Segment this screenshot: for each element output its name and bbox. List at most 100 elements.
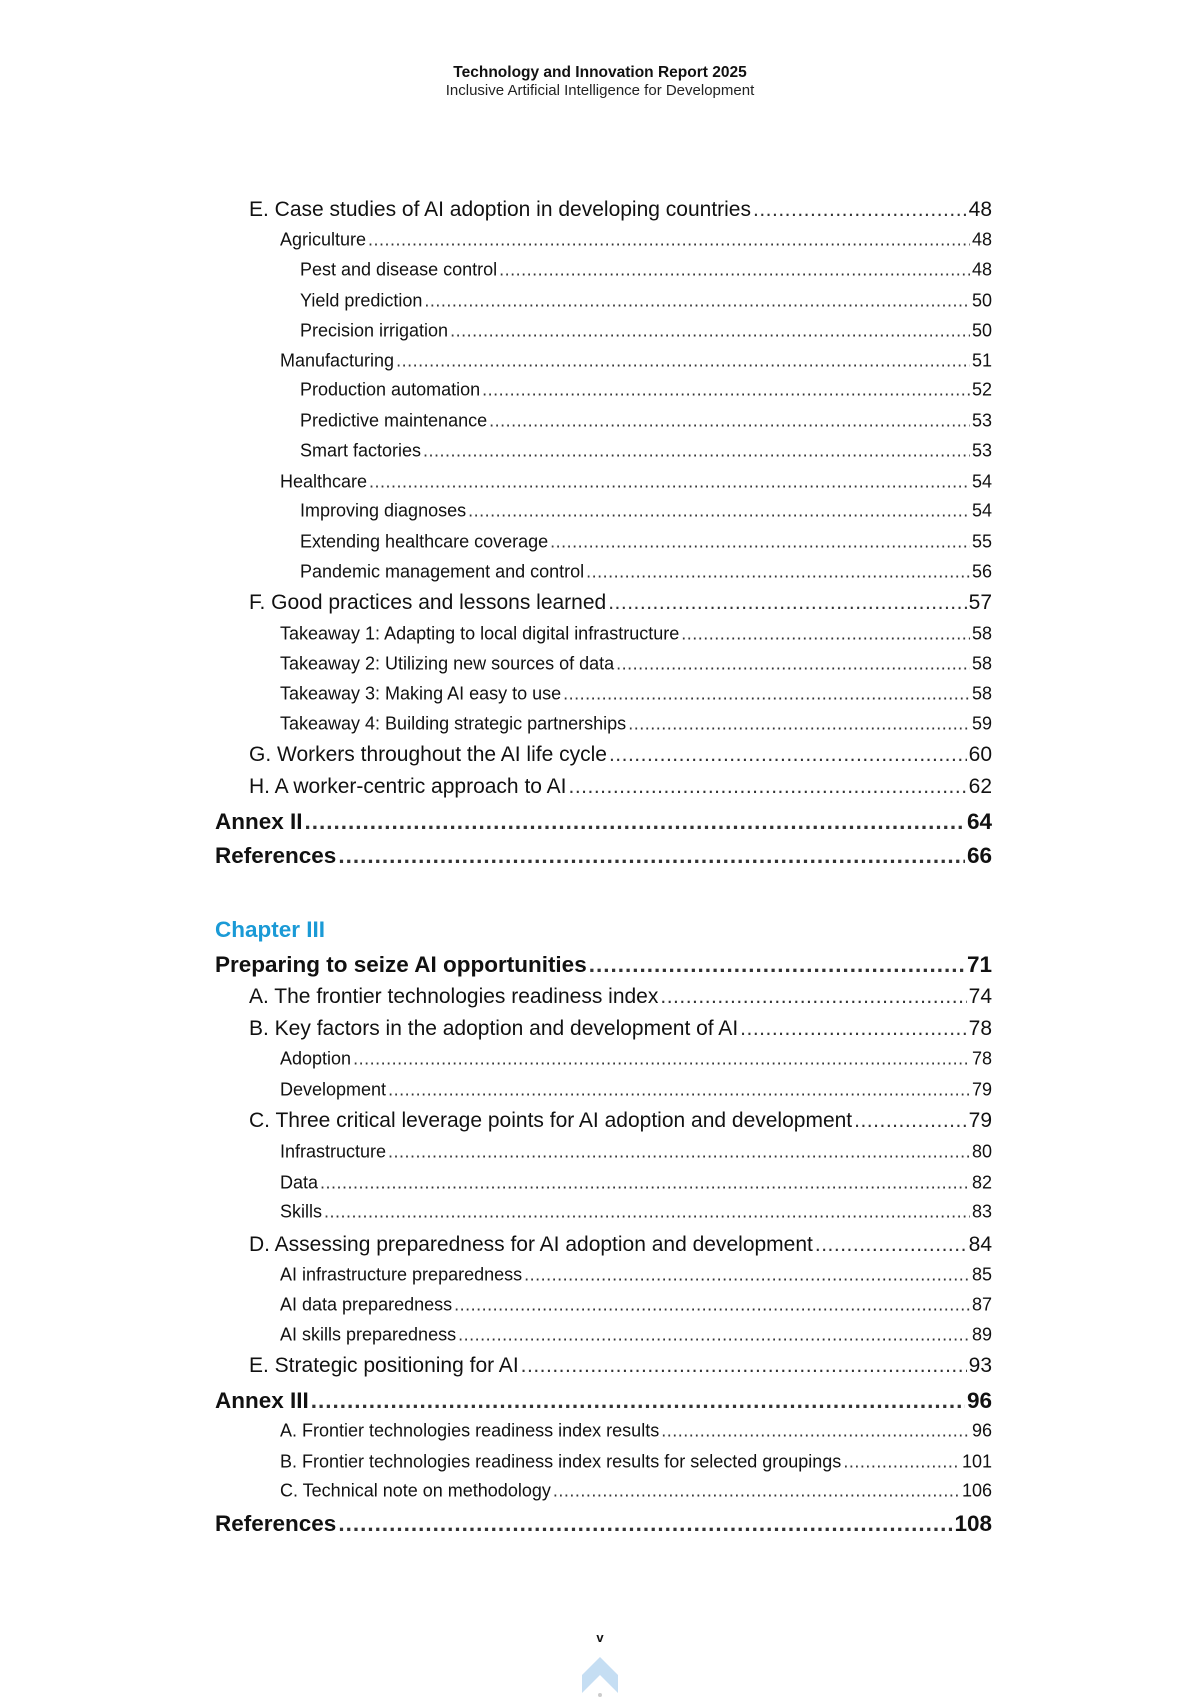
toc-entry-label: F. Good practices and lessons learned <box>249 591 607 614</box>
toc-entry-label: H. A worker-centric approach to AI <box>249 775 567 798</box>
toc-entry-page: 79 <box>971 1079 992 1100</box>
toc-entry-label: Infrastructure <box>280 1141 387 1162</box>
toc-entry-label: Development <box>280 1079 387 1100</box>
toc-entry-page: 50 <box>971 290 992 311</box>
toc-entry[interactable]: Takeaway 4: Building strategic partnersh… <box>280 714 992 735</box>
toc-entry-page: 79 <box>968 1109 992 1132</box>
dot-leader: ........................................… <box>353 1048 970 1069</box>
dot-leader: ........................................… <box>454 1294 970 1315</box>
toc-entry-label: Takeaway 1: Adapting to local digital in… <box>280 623 680 644</box>
dot-leader: ........................................… <box>854 1109 967 1132</box>
dot-leader: ........................................… <box>753 198 967 221</box>
toc-entry-page: 59 <box>971 713 992 734</box>
toc-entry[interactable]: Adoption................................… <box>280 1049 992 1070</box>
toc-entry[interactable]: H. A worker-centric approach to AI......… <box>249 775 992 799</box>
running-header: Technology and Innovation Report 2025 In… <box>0 64 1200 100</box>
dot-leader: ........................................… <box>320 1172 970 1193</box>
toc-entry[interactable]: AI infrastructure preparedness..........… <box>280 1265 992 1286</box>
toc-entry-label: AI infrastructure preparedness <box>280 1264 523 1285</box>
chevron-up-icon <box>582 1657 618 1697</box>
toc-entry[interactable]: References..............................… <box>215 1511 992 1537</box>
toc-entry-page: 96 <box>966 1388 992 1413</box>
dot-leader: ........................................… <box>563 683 970 704</box>
dot-leader: ........................................… <box>588 952 965 977</box>
toc-entry[interactable]: Improving diagnoses.....................… <box>300 501 992 522</box>
dot-leader: ........................................… <box>310 1388 965 1413</box>
toc-entry[interactable]: Agriculture.............................… <box>280 230 992 251</box>
dot-leader: ........................................… <box>608 743 967 766</box>
toc-entry[interactable]: Manufacturing...........................… <box>280 351 992 372</box>
toc-entry[interactable]: AI data preparedness....................… <box>280 1295 992 1316</box>
toc-entry[interactable]: Annex II................................… <box>215 809 992 835</box>
toc-entry[interactable]: Production automation...................… <box>300 380 992 401</box>
toc-entry[interactable]: C. Three critical leverage points for AI… <box>249 1109 992 1133</box>
toc-entry[interactable]: Preparing to seize AI opportunities.....… <box>215 952 992 978</box>
toc-entry-page: 54 <box>971 471 992 492</box>
toc-entry-page: 48 <box>971 229 992 250</box>
page-number: v <box>596 1630 604 1645</box>
toc-entry[interactable]: Takeaway 1: Adapting to local digital in… <box>280 624 992 645</box>
toc-entry-label: Preparing to seize AI opportunities <box>215 952 587 977</box>
toc-entry-page: 71 <box>966 952 992 977</box>
toc-entry[interactable]: D. Assessing preparedness for AI adoptio… <box>249 1233 992 1257</box>
toc-entry-page: 93 <box>968 1354 992 1377</box>
toc-entry-label: C. Technical note on methodology <box>280 1480 551 1501</box>
dot-leader: ........................................… <box>814 1233 967 1256</box>
toc-entry[interactable]: A. The frontier technologies readiness i… <box>249 985 992 1009</box>
toc-entry[interactable]: Pest and disease control................… <box>300 260 992 281</box>
toc-entry-page: 106 <box>961 1480 992 1501</box>
chapter-heading: Chapter III <box>215 917 326 942</box>
toc-entry-page: 82 <box>971 1172 992 1193</box>
toc-entry-page: 108 <box>954 1511 992 1536</box>
toc-entry[interactable]: Takeaway 3: Making AI easy to use.......… <box>280 684 992 705</box>
toc-entry[interactable]: Healthcare..............................… <box>280 472 992 493</box>
toc-entry[interactable]: E. Case studies of AI adoption in develo… <box>249 198 992 222</box>
dot-leader: ........................................… <box>458 1324 970 1345</box>
toc-entry[interactable]: Infrastructure..........................… <box>280 1142 992 1163</box>
toc-entry-label: C. Three critical leverage points for AI… <box>249 1109 853 1132</box>
toc-entry-label: References <box>215 843 337 868</box>
toc-entry-page: 58 <box>971 653 992 674</box>
toc-entry[interactable]: Data....................................… <box>280 1173 992 1194</box>
toc-entry[interactable]: Development.............................… <box>280 1080 992 1101</box>
toc-entry-page: 83 <box>971 1201 992 1222</box>
toc-entry-label: Skills <box>280 1201 323 1222</box>
toc-entry-label: Adoption <box>280 1048 352 1069</box>
toc-entry[interactable]: Annex III...............................… <box>215 1388 992 1414</box>
dot-leader: ........................................… <box>368 229 970 250</box>
toc-entry[interactable]: F. Good practices and lessons learned...… <box>249 591 992 615</box>
toc-entry[interactable]: Pandemic management and control.........… <box>300 562 992 583</box>
toc-entry-label: G. Workers throughout the AI life cycle <box>249 743 607 766</box>
toc-entry-page: 101 <box>961 1451 992 1472</box>
toc-entry-label: Production automation <box>300 379 481 400</box>
scroll-to-top-button[interactable] <box>582 1657 618 1697</box>
toc-entry[interactable]: Skills..................................… <box>280 1202 992 1223</box>
toc-entry-label: Predictive maintenance <box>300 410 488 431</box>
toc-entry-label: Precision irrigation <box>300 320 449 341</box>
toc-entry[interactable]: Extending healthcare coverage...........… <box>300 532 992 553</box>
dot-leader: ........................................… <box>338 843 965 868</box>
toc-entry[interactable]: B. Key factors in the adoption and devel… <box>249 1017 992 1041</box>
toc-entry[interactable]: G. Workers throughout the AI life cycle.… <box>249 743 992 767</box>
toc-entry-label: E. Strategic positioning for AI <box>249 1354 519 1377</box>
toc-entry[interactable]: A. Frontier technologies readiness index… <box>280 1421 992 1442</box>
toc-entry[interactable]: References..............................… <box>215 843 992 869</box>
toc-entry[interactable]: AI skills preparedness..................… <box>280 1325 992 1346</box>
toc-entry-label: Manufacturing <box>280 350 395 371</box>
toc-entry-label: Takeaway 4: Building strategic partnersh… <box>280 713 627 734</box>
toc-entry[interactable]: Precision irrigation....................… <box>300 321 992 342</box>
toc-entry[interactable]: Takeaway 2: Utilizing new sources of dat… <box>280 654 992 675</box>
toc-entry[interactable]: C. Technical note on methodology........… <box>280 1481 992 1502</box>
toc-entry[interactable]: Yield prediction........................… <box>300 291 992 312</box>
toc-entry[interactable]: E. Strategic positioning for AI.........… <box>249 1354 992 1378</box>
dot-leader: ........................................… <box>489 410 970 431</box>
toc-entry-label: B. Frontier technologies readiness index… <box>280 1451 842 1472</box>
toc-entry-page: 85 <box>971 1264 992 1285</box>
toc-entry-page: 53 <box>971 440 992 461</box>
toc-entry[interactable]: Smart factories.........................… <box>300 441 992 462</box>
toc-entry[interactable]: B. Frontier technologies readiness index… <box>280 1452 992 1473</box>
toc-entry[interactable]: Predictive maintenance..................… <box>300 411 992 432</box>
toc-entry-page: 55 <box>971 531 992 552</box>
dot-leader: ........................................… <box>681 623 970 644</box>
dot-leader: ........................................… <box>608 591 966 614</box>
